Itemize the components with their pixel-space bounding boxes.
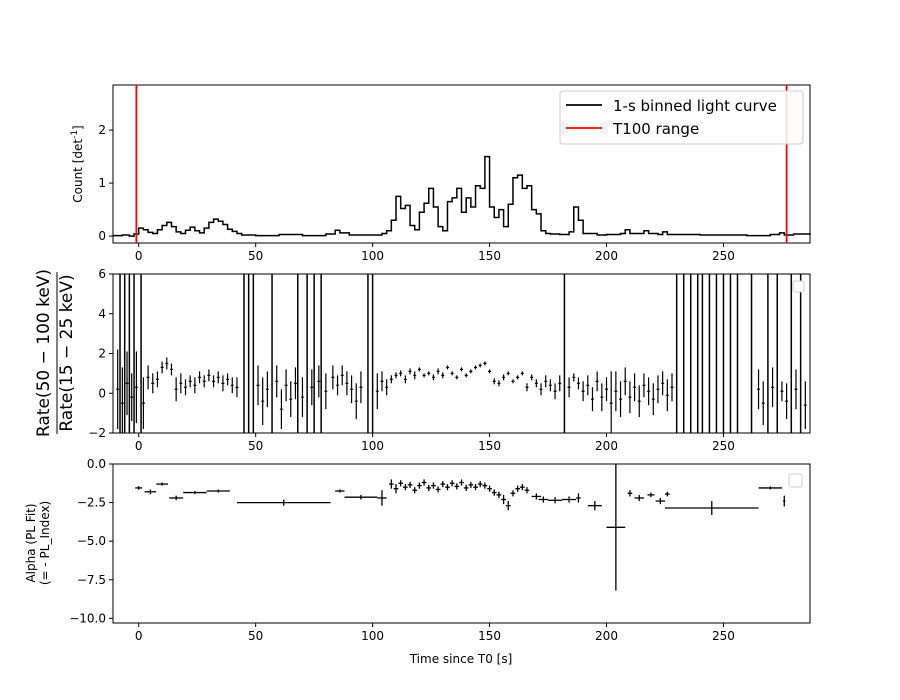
light-curve-legend: 1-s binned light curve T100 range	[559, 90, 804, 145]
ytick-label: 0.0	[87, 457, 106, 471]
xtick-label: 0	[135, 629, 143, 643]
xtick-label: 150	[478, 249, 501, 263]
xtick-label: 100	[361, 439, 384, 453]
panel-alpha-frame	[112, 463, 811, 624]
legend-label-light-curve: 1-s binned light curve	[613, 97, 777, 115]
xtick-label: 100	[361, 629, 384, 643]
panel-alpha-data	[135, 464, 786, 591]
ytick-label: 0	[98, 229, 106, 243]
ytick-label: −2	[88, 426, 106, 440]
xtick-label: 50	[248, 629, 263, 643]
alpha-ylabel-line2: (= - PL_Index)	[38, 501, 52, 585]
ytick-label: 1	[98, 176, 106, 190]
xtick-label: 200	[595, 629, 618, 643]
legend-label-t100: T100 range	[612, 120, 699, 138]
ytick-label: 0	[98, 386, 106, 400]
xtick-label: 0	[135, 439, 143, 453]
ytick-label: 2	[98, 347, 106, 361]
ytick-label: −5.0	[77, 534, 106, 548]
panel-alpha: 0 50 100 150 200 250 0.0 −2.5 −5.0 −7.5 −10.0 Alph…	[24, 457, 811, 666]
alpha-empty-legend	[788, 473, 803, 488]
alpha-xlabel: Time since T0 [s]	[409, 652, 513, 666]
panel-light-curve-frame	[112, 84, 811, 244]
xtick-label: 200	[595, 439, 618, 453]
panel-hardness-ticks: 0 50 100 150 200 250 −2 0 2 4 6	[88, 267, 735, 453]
panel-light-curve: 0 50 100 150 200 250 0 1 2 Count [det-1] 1-s bin…	[70, 84, 811, 263]
hardness-empty-legend	[792, 280, 805, 293]
panel-hardness-ratio: 0 50 100 150 200 250 −2 0 2 4 6 Rate(50 − 100 keV)…	[34, 267, 811, 453]
xtick-label: 200	[595, 249, 618, 263]
xtick-label: 50	[248, 249, 263, 263]
ytick-label: −2.5	[77, 496, 106, 510]
ytick-label: 4	[98, 307, 106, 321]
panel-hardness-frame	[112, 273, 811, 434]
panel-light-curve-ticks: 0 50 100 150 200 250 0 1 2	[98, 123, 735, 263]
light-curve-ylabel: Count [det-1]	[70, 125, 85, 203]
ytick-label: 6	[98, 267, 106, 281]
xtick-label: 250	[712, 439, 735, 453]
hardness-ylabel-numerator: Rate(50 − 100 keV)	[34, 269, 54, 437]
xtick-label: 150	[478, 629, 501, 643]
xtick-label: 100	[361, 249, 384, 263]
xtick-label: 150	[478, 439, 501, 453]
xtick-label: 250	[712, 249, 735, 263]
xtick-label: 0	[135, 249, 143, 263]
xtick-label: 250	[712, 629, 735, 643]
alpha-ylabel-line1: Alpha (PL Fit)	[24, 503, 38, 582]
ytick-label: −10.0	[69, 611, 106, 625]
ytick-label: −7.5	[77, 573, 106, 587]
xtick-label: 50	[248, 439, 263, 453]
legend-frame	[559, 90, 804, 145]
panel-hardness-data	[116, 274, 807, 433]
ytick-label: 2	[98, 123, 106, 137]
hardness-ylabel-denominator: Rate(15 − 25 keV)	[57, 274, 77, 431]
light-curve-series	[113, 155, 811, 237]
panel-alpha-ticks: 0 50 100 150 200 250 0.0 −2.5 −5.0 −7.5 −10.0	[69, 457, 735, 643]
